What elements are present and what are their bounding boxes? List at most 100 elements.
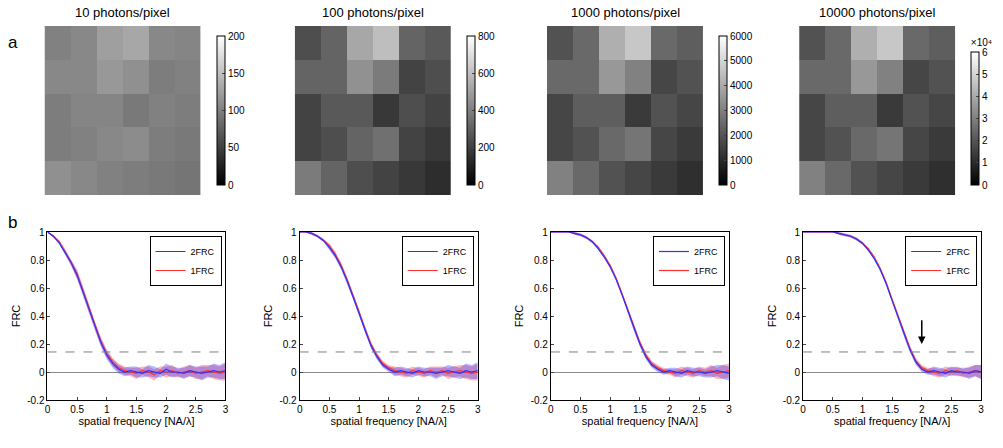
svg-text:0.6: 0.6 (283, 283, 297, 294)
svg-text:3000: 3000 (730, 105, 753, 116)
svg-text:1FRC: 1FRC (443, 266, 467, 276)
svg-text:4000: 4000 (730, 80, 753, 91)
svg-text:1.5: 1.5 (130, 404, 144, 415)
svg-text:3: 3 (726, 404, 732, 415)
svg-text:0.5: 0.5 (70, 404, 84, 415)
svg-text:spatial frequency [NA/λ]: spatial frequency [NA/λ] (78, 415, 194, 427)
svg-text:spatial frequency [NA/λ]: spatial frequency [NA/λ] (582, 415, 698, 427)
svg-text:10 photons/pixel: 10 photons/pixel (75, 5, 170, 20)
svg-text:2FRC: 2FRC (191, 247, 215, 257)
svg-text:FRC: FRC (766, 305, 778, 328)
svg-text:5000: 5000 (730, 55, 753, 66)
svg-text:2.5: 2.5 (189, 404, 203, 415)
svg-text:200: 200 (478, 142, 495, 153)
svg-text:1: 1 (607, 404, 613, 415)
svg-text:1.5: 1.5 (633, 404, 647, 415)
svg-text:0.4: 0.4 (31, 311, 45, 322)
svg-text:0: 0 (478, 180, 484, 191)
svg-text:0.5: 0.5 (322, 404, 336, 415)
svg-text:2FRC: 2FRC (694, 247, 718, 257)
svg-text:100: 100 (228, 105, 245, 116)
svg-text:1: 1 (356, 404, 362, 415)
svg-text:0.6: 0.6 (31, 283, 45, 294)
svg-text:0: 0 (730, 180, 736, 191)
svg-text:1FRC: 1FRC (191, 266, 215, 276)
svg-text:1000: 1000 (730, 155, 753, 166)
svg-text:1: 1 (860, 404, 866, 415)
svg-text:0: 0 (542, 367, 548, 378)
svg-text:FRC: FRC (10, 305, 22, 328)
svg-text:0: 0 (800, 404, 806, 415)
svg-text:1.5: 1.5 (382, 404, 396, 415)
svg-text:0: 0 (39, 367, 45, 378)
svg-text:0.5: 0.5 (826, 404, 840, 415)
svg-text:150: 150 (228, 68, 245, 79)
svg-text:0.6: 0.6 (534, 283, 548, 294)
svg-text:0.6: 0.6 (786, 283, 800, 294)
svg-text:50: 50 (228, 142, 240, 153)
svg-text:0.2: 0.2 (283, 339, 297, 350)
svg-text:1FRC: 1FRC (946, 266, 970, 276)
svg-text:1: 1 (291, 227, 297, 238)
svg-text:1FRC: 1FRC (694, 266, 718, 276)
svg-text:-0.2: -0.2 (27, 395, 45, 406)
svg-text:1: 1 (795, 227, 801, 238)
svg-text:3: 3 (475, 404, 481, 415)
svg-text:3: 3 (223, 404, 229, 415)
svg-text:-0.2: -0.2 (531, 395, 549, 406)
svg-text:1000 photons/pixel: 1000 photons/pixel (571, 5, 680, 20)
svg-text:6: 6 (982, 47, 988, 58)
svg-text:0.4: 0.4 (534, 311, 548, 322)
svg-text:0.8: 0.8 (534, 255, 548, 266)
svg-text:3: 3 (978, 404, 984, 415)
svg-text:0.2: 0.2 (31, 339, 45, 350)
svg-text:0.2: 0.2 (786, 339, 800, 350)
svg-text:0.5: 0.5 (574, 404, 588, 415)
svg-text:2000: 2000 (730, 130, 753, 141)
svg-text:800: 800 (478, 31, 495, 42)
svg-text:0: 0 (982, 180, 988, 191)
svg-text:0: 0 (291, 367, 297, 378)
svg-text:600: 600 (478, 68, 495, 79)
svg-text:2: 2 (982, 135, 988, 146)
svg-text:0: 0 (228, 180, 234, 191)
svg-text:0: 0 (795, 367, 801, 378)
svg-text:FRC: FRC (262, 305, 274, 328)
svg-text:-0.2: -0.2 (279, 395, 297, 406)
svg-text:3: 3 (982, 113, 988, 124)
svg-text:0.8: 0.8 (283, 255, 297, 266)
svg-text:0.8: 0.8 (31, 255, 45, 266)
svg-text:6000: 6000 (730, 31, 753, 42)
svg-text:0.4: 0.4 (786, 311, 800, 322)
svg-text:×10⁴: ×10⁴ (971, 37, 992, 48)
svg-text:0: 0 (45, 404, 51, 415)
svg-text:b: b (8, 213, 17, 232)
svg-text:FRC: FRC (513, 305, 525, 328)
svg-text:2.5: 2.5 (441, 404, 455, 415)
svg-text:0.8: 0.8 (786, 255, 800, 266)
svg-text:2FRC: 2FRC (946, 247, 970, 257)
svg-text:1.5: 1.5 (885, 404, 899, 415)
svg-text:0.2: 0.2 (534, 339, 548, 350)
svg-text:2.5: 2.5 (692, 404, 706, 415)
svg-text:spatial frequency [NA/λ]: spatial frequency [NA/λ] (834, 415, 950, 427)
svg-text:5: 5 (982, 69, 988, 80)
svg-text:1: 1 (982, 157, 988, 168)
svg-text:200: 200 (228, 31, 245, 42)
svg-text:-0.2: -0.2 (783, 395, 801, 406)
svg-text:1: 1 (104, 404, 110, 415)
svg-text:100 photons/pixel: 100 photons/pixel (322, 5, 424, 20)
svg-text:4: 4 (982, 91, 988, 102)
svg-text:1: 1 (39, 227, 45, 238)
svg-text:0: 0 (297, 404, 303, 415)
svg-text:2: 2 (416, 404, 422, 415)
svg-text:2: 2 (163, 404, 169, 415)
svg-text:a: a (8, 33, 18, 52)
svg-text:10000 photons/pixel: 10000 photons/pixel (819, 5, 935, 20)
svg-text:0.4: 0.4 (283, 311, 297, 322)
svg-text:1: 1 (542, 227, 548, 238)
svg-text:2: 2 (667, 404, 673, 415)
svg-text:400: 400 (478, 105, 495, 116)
svg-text:spatial frequency [NA/λ]: spatial frequency [NA/λ] (331, 415, 447, 427)
svg-text:0: 0 (548, 404, 554, 415)
